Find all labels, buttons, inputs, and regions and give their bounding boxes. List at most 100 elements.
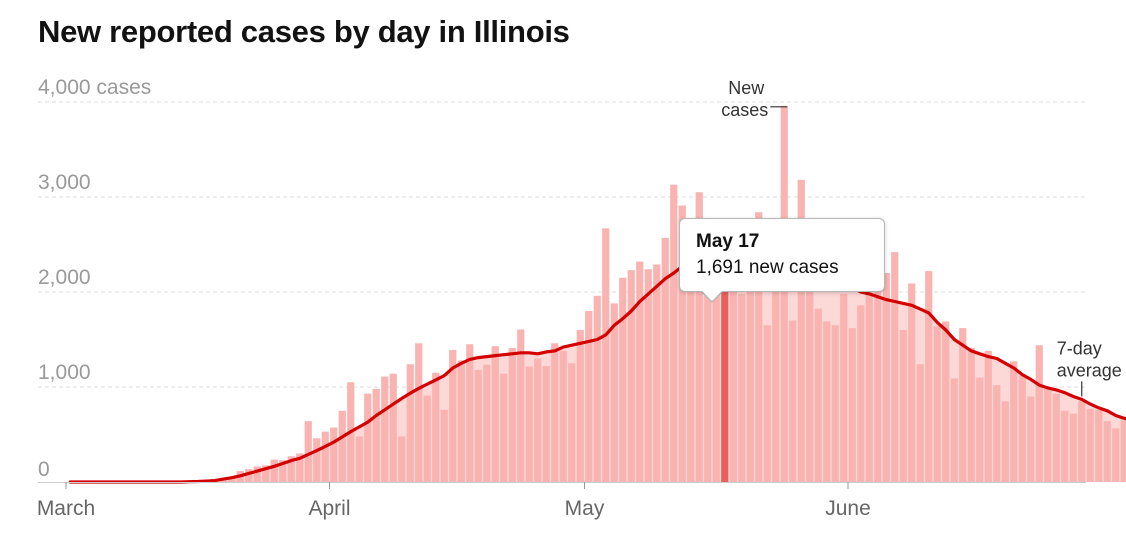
- bar[interactable]: [406, 364, 414, 482]
- bar[interactable]: [874, 282, 882, 483]
- bar[interactable]: [942, 321, 950, 482]
- bar[interactable]: [729, 223, 737, 482]
- bar[interactable]: [738, 293, 746, 482]
- bar[interactable]: [678, 205, 686, 483]
- bar[interactable]: [967, 348, 975, 482]
- bar[interactable]: [644, 269, 652, 482]
- bar[interactable]: [576, 330, 584, 482]
- bar[interactable]: [840, 293, 848, 482]
- bar[interactable]: [1061, 410, 1069, 482]
- bar[interactable]: [976, 377, 984, 483]
- bar[interactable]: [619, 277, 627, 482]
- bar[interactable]: [296, 453, 304, 483]
- bar[interactable]: [1120, 420, 1126, 482]
- bar[interactable]: [984, 350, 992, 482]
- bar[interactable]: [806, 259, 814, 482]
- bar[interactable]: [372, 388, 380, 482]
- bar[interactable]: [653, 264, 661, 482]
- bar[interactable]: [304, 421, 312, 482]
- bar[interactable]: [398, 436, 406, 482]
- bar[interactable]: [1010, 361, 1018, 482]
- bar[interactable]: [993, 385, 1001, 482]
- bar[interactable]: [525, 366, 533, 482]
- bar[interactable]: [262, 465, 270, 483]
- bar[interactable]: [797, 179, 805, 482]
- bar[interactable]: [704, 258, 712, 482]
- bar[interactable]: [466, 344, 474, 482]
- bar[interactable]: [381, 376, 389, 482]
- bar[interactable]: [542, 366, 550, 482]
- bar[interactable]: [534, 358, 542, 483]
- bar[interactable]: [457, 360, 465, 482]
- bar[interactable]: [925, 271, 933, 482]
- bar[interactable]: [636, 261, 644, 482]
- bar[interactable]: [228, 477, 236, 482]
- bar[interactable]: [814, 308, 822, 483]
- bar[interactable]: [670, 184, 678, 482]
- bar[interactable]: [483, 364, 491, 482]
- bar[interactable]: [508, 348, 516, 482]
- bar[interactable]: [857, 305, 865, 482]
- bar[interactable]: [1044, 388, 1052, 482]
- bar[interactable]: [287, 456, 295, 482]
- bar[interactable]: [474, 369, 482, 482]
- bar[interactable]: [602, 228, 610, 482]
- bar[interactable]: [1103, 421, 1111, 482]
- bar[interactable]: [780, 105, 788, 483]
- bar[interactable]: [423, 395, 431, 482]
- bar[interactable]: [449, 349, 457, 482]
- bar[interactable]: [746, 233, 754, 482]
- bar[interactable]: [712, 269, 720, 482]
- bar[interactable]: [908, 283, 916, 482]
- bar[interactable]: [1078, 401, 1086, 482]
- bar[interactable]: [415, 343, 423, 482]
- bar[interactable]: [593, 295, 601, 482]
- bar[interactable]: [899, 330, 907, 482]
- bar[interactable]: [270, 459, 278, 482]
- bar[interactable]: [491, 346, 499, 482]
- bar[interactable]: [610, 303, 618, 482]
- bar[interactable]: [627, 270, 635, 482]
- bar[interactable]: [1001, 401, 1009, 482]
- bar[interactable]: [338, 410, 346, 482]
- bar[interactable]: [1035, 345, 1043, 482]
- bar[interactable]: [763, 325, 771, 482]
- bar[interactable]: [848, 328, 856, 482]
- bar[interactable]: [687, 258, 695, 482]
- bar[interactable]: [1095, 409, 1103, 482]
- bar[interactable]: [432, 372, 440, 482]
- bar[interactable]: [440, 409, 448, 482]
- bar-highlighted[interactable]: [721, 235, 729, 482]
- bar[interactable]: [959, 328, 967, 482]
- bar[interactable]: [517, 329, 525, 482]
- bar[interactable]: [891, 252, 899, 482]
- bar[interactable]: [1112, 428, 1120, 482]
- bar[interactable]: [661, 237, 669, 482]
- bar[interactable]: [1086, 408, 1094, 482]
- bar[interactable]: [695, 192, 703, 482]
- bar[interactable]: [551, 343, 559, 482]
- bar[interactable]: [279, 460, 287, 482]
- bar[interactable]: [772, 292, 780, 482]
- bar[interactable]: [364, 393, 372, 482]
- bar[interactable]: [823, 321, 831, 482]
- bar[interactable]: [1018, 375, 1026, 482]
- bar[interactable]: [933, 326, 941, 482]
- bar[interactable]: [321, 431, 329, 482]
- bar[interactable]: [916, 364, 924, 482]
- bar[interactable]: [500, 373, 508, 482]
- bar[interactable]: [950, 378, 958, 482]
- bar[interactable]: [355, 436, 363, 482]
- bar[interactable]: [865, 276, 873, 482]
- bar[interactable]: [755, 212, 763, 482]
- bar[interactable]: [253, 466, 261, 482]
- bar[interactable]: [1069, 413, 1077, 482]
- bar[interactable]: [568, 363, 576, 482]
- bar[interactable]: [559, 350, 567, 482]
- bar[interactable]: [585, 311, 593, 482]
- bar[interactable]: [313, 438, 321, 482]
- bar[interactable]: [831, 325, 839, 482]
- bar[interactable]: [789, 320, 797, 483]
- bar[interactable]: [1027, 396, 1035, 483]
- bar[interactable]: [882, 273, 890, 482]
